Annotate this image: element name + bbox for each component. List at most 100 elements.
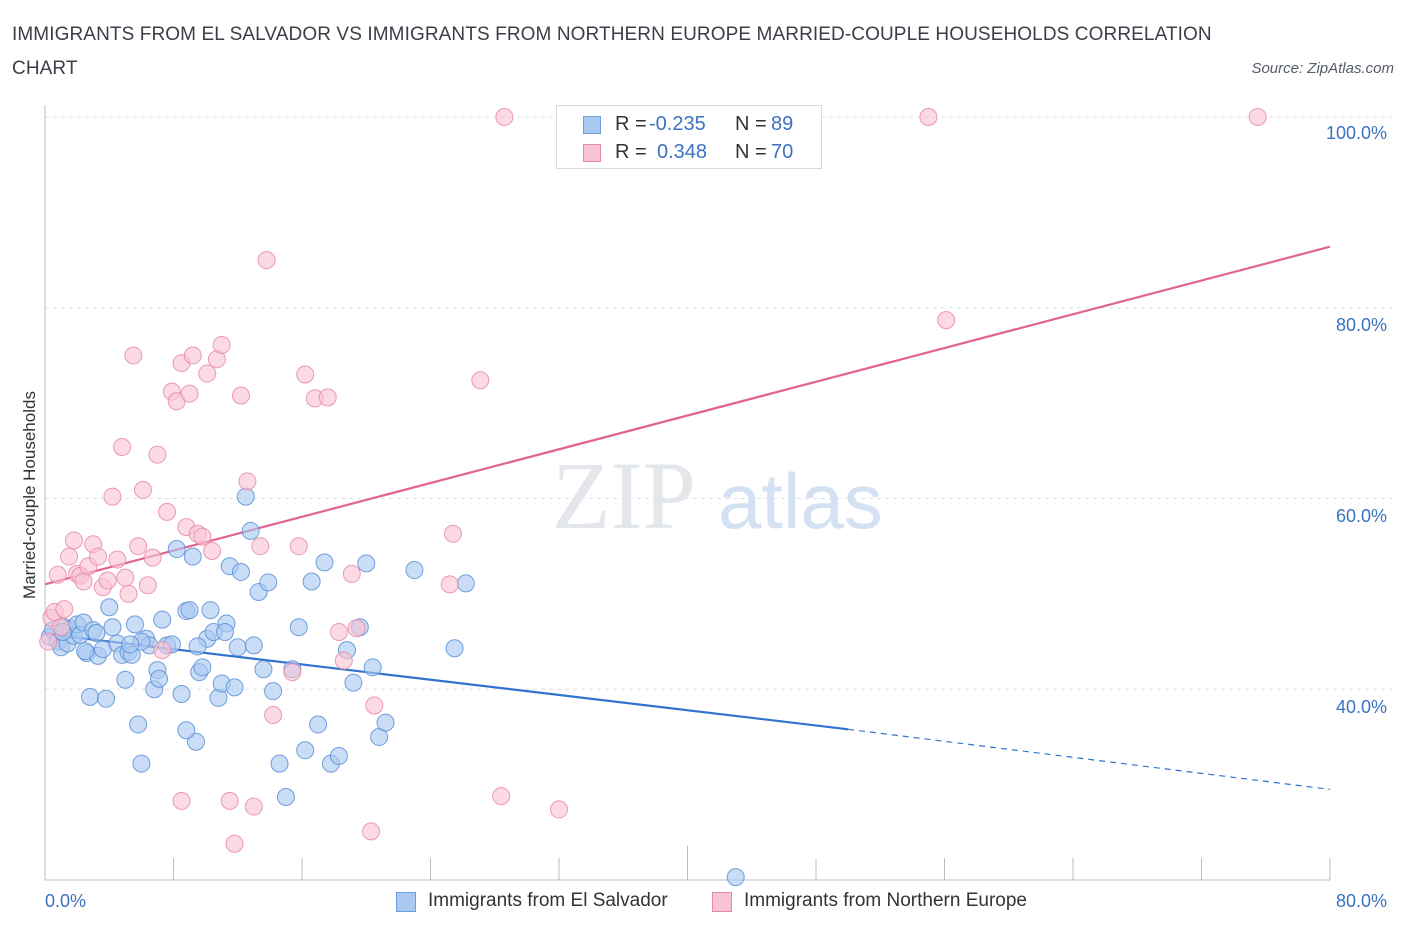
y-tick-80: 80.0% <box>1336 315 1388 335</box>
point-el-salvador <box>193 658 212 677</box>
point-northern-europe <box>119 584 138 603</box>
point-northern-europe <box>937 311 956 330</box>
point-el-salvador <box>302 572 321 591</box>
point-el-salvador <box>264 682 283 701</box>
point-northern-europe <box>289 537 308 556</box>
point-northern-europe <box>283 663 302 682</box>
point-northern-europe <box>148 445 167 464</box>
correlation-legend: R = -0.235 N = 89 R = 0.348 N = 70 <box>556 105 822 169</box>
point-northern-europe <box>251 537 270 556</box>
point-northern-europe <box>60 547 79 566</box>
point-northern-europe <box>362 822 381 841</box>
point-el-salvador <box>315 553 334 572</box>
chart-title: IMMIGRANTS FROM EL SALVADOR VS IMMIGRANT… <box>12 24 1212 79</box>
scatter-points <box>39 108 1267 887</box>
bottom-legend-label-el-salvador: Immigrants from El Salvador <box>428 890 668 911</box>
legend-n-label: N = <box>735 141 767 163</box>
point-northern-europe <box>495 108 514 126</box>
point-el-salvador <box>270 754 289 773</box>
bottom-legend-label-northern-europe: Immigrants from Northern Europe <box>744 890 1027 911</box>
point-el-salvador <box>236 487 255 506</box>
point-northern-europe <box>264 706 283 725</box>
legend-r-label: R = <box>615 141 647 163</box>
point-northern-europe <box>74 572 93 591</box>
legend-n-value: 70 <box>771 141 794 163</box>
legend-r-value: 0.348 <box>657 141 708 163</box>
y-tick-40: 40.0% <box>1336 697 1388 717</box>
point-el-salvador <box>276 788 295 807</box>
point-el-salvador <box>376 713 395 732</box>
point-el-salvador <box>97 689 116 708</box>
point-northern-europe <box>550 800 568 819</box>
trend-line-el-salvador-extension <box>848 728 1331 790</box>
point-northern-europe <box>183 346 202 365</box>
point-northern-europe <box>212 335 231 354</box>
point-el-salvador <box>183 547 202 566</box>
point-northern-europe <box>919 108 938 126</box>
point-el-salvador <box>259 573 278 592</box>
point-el-salvador <box>121 635 140 654</box>
point-northern-europe <box>257 251 276 270</box>
point-el-salvador <box>215 623 234 642</box>
point-northern-europe <box>138 576 157 595</box>
point-northern-europe <box>103 487 122 506</box>
point-el-salvador <box>87 623 106 642</box>
point-northern-europe <box>39 632 58 651</box>
point-northern-europe <box>347 619 366 638</box>
point-el-salvador <box>363 658 382 677</box>
point-northern-europe <box>48 565 67 584</box>
point-northern-europe <box>342 564 361 583</box>
point-northern-europe <box>443 524 462 543</box>
point-el-salvador <box>201 601 220 620</box>
point-el-salvador <box>180 601 199 620</box>
point-el-salvador <box>296 741 315 760</box>
point-el-salvador <box>445 639 464 658</box>
watermark-atlas: atlas <box>718 457 883 545</box>
point-northern-europe <box>198 364 217 383</box>
trend-line-northern-europe <box>44 245 1331 586</box>
point-el-salvador <box>726 868 745 887</box>
point-northern-europe <box>220 791 239 810</box>
point-el-salvador <box>254 660 273 679</box>
point-northern-europe <box>180 384 199 403</box>
point-el-salvador <box>80 687 99 706</box>
point-northern-europe <box>143 548 162 567</box>
point-el-salvador <box>100 598 119 617</box>
point-northern-europe <box>365 696 384 715</box>
y-tick-60: 60.0% <box>1336 506 1388 526</box>
point-northern-europe <box>89 547 108 566</box>
point-el-salvador <box>177 721 196 740</box>
point-el-salvador <box>76 642 95 661</box>
legend-n-label: N = <box>735 113 767 135</box>
y-axis-label: Married-couple Households <box>20 391 39 599</box>
point-northern-europe <box>225 834 244 853</box>
point-el-salvador <box>344 673 363 692</box>
point-northern-europe <box>244 797 263 816</box>
bottom-legend-el-salvador: Immigrants from El Salvador <box>396 888 706 916</box>
point-northern-europe <box>133 480 152 499</box>
point-northern-europe <box>471 371 490 390</box>
point-northern-europe <box>318 388 337 407</box>
point-el-salvador <box>132 754 151 773</box>
point-northern-europe <box>124 346 143 365</box>
point-northern-europe <box>329 623 348 642</box>
x-tick-min: 0.0% <box>45 891 87 911</box>
point-el-salvador <box>172 685 191 704</box>
point-el-salvador <box>241 521 260 540</box>
bottom-legend-northern-europe: Immigrants from Northern Europe <box>712 888 1072 916</box>
x-tick-max: 80.0% <box>1336 891 1388 911</box>
legend-swatch-blue <box>583 116 601 134</box>
legend-r-value: -0.235 <box>649 113 706 135</box>
source-label: Source: ZipAtlas.com <box>1251 60 1394 77</box>
point-northern-europe <box>203 541 222 560</box>
bottom-legend-swatch-pink <box>712 892 732 912</box>
point-northern-europe <box>129 537 148 556</box>
point-el-salvador <box>103 618 122 637</box>
point-el-salvador <box>228 638 247 657</box>
point-northern-europe <box>153 641 172 660</box>
point-northern-europe <box>113 437 132 456</box>
point-el-salvador <box>309 715 328 734</box>
bottom-legend-swatch-blue <box>396 892 416 912</box>
legend-n-value: 89 <box>771 113 794 135</box>
